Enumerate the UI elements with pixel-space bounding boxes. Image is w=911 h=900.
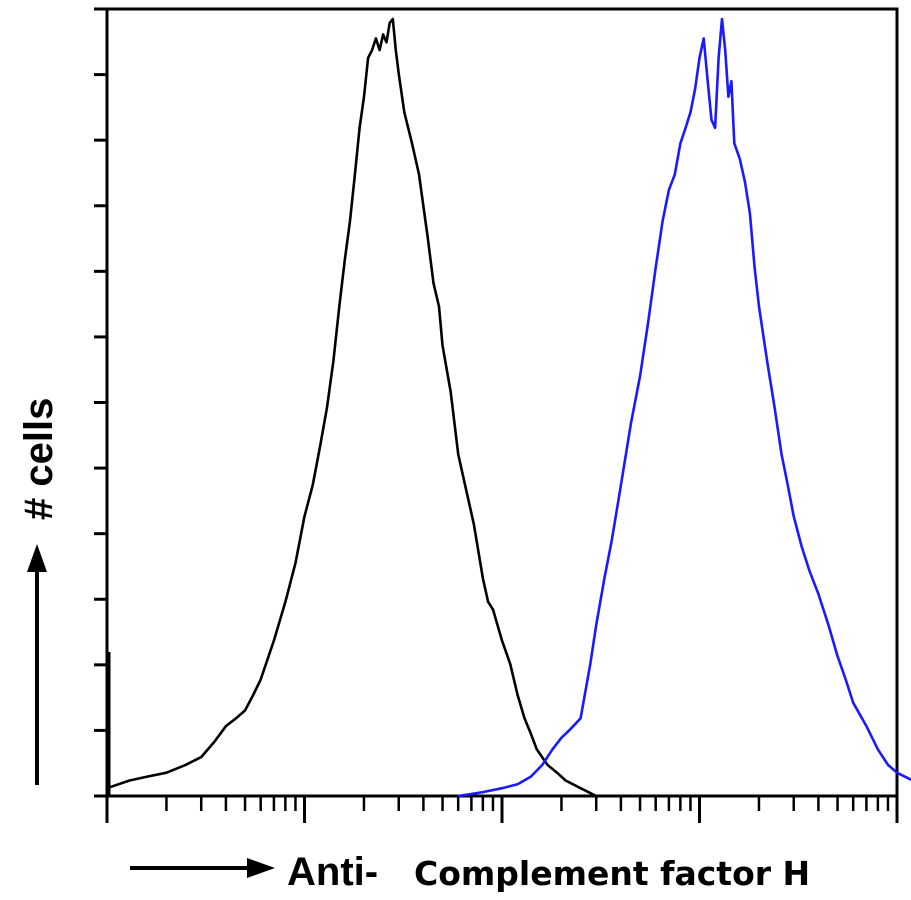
histogram-series-1 (106, 17, 597, 798)
x-axis-label-prefix: Anti- (287, 850, 378, 894)
plot-frame (105, 7, 899, 798)
y-axis-arrow-head (27, 544, 47, 572)
histogram-series-2 (457, 17, 911, 798)
x-axis-ticks (105, 796, 899, 823)
histogram-series (106, 17, 911, 798)
y-axis-ticks (94, 7, 107, 798)
x-axis-arrow-head (247, 858, 275, 878)
y-axis-label: # cells (17, 398, 61, 520)
x-axis-label-target: Complement factor H (414, 854, 810, 893)
